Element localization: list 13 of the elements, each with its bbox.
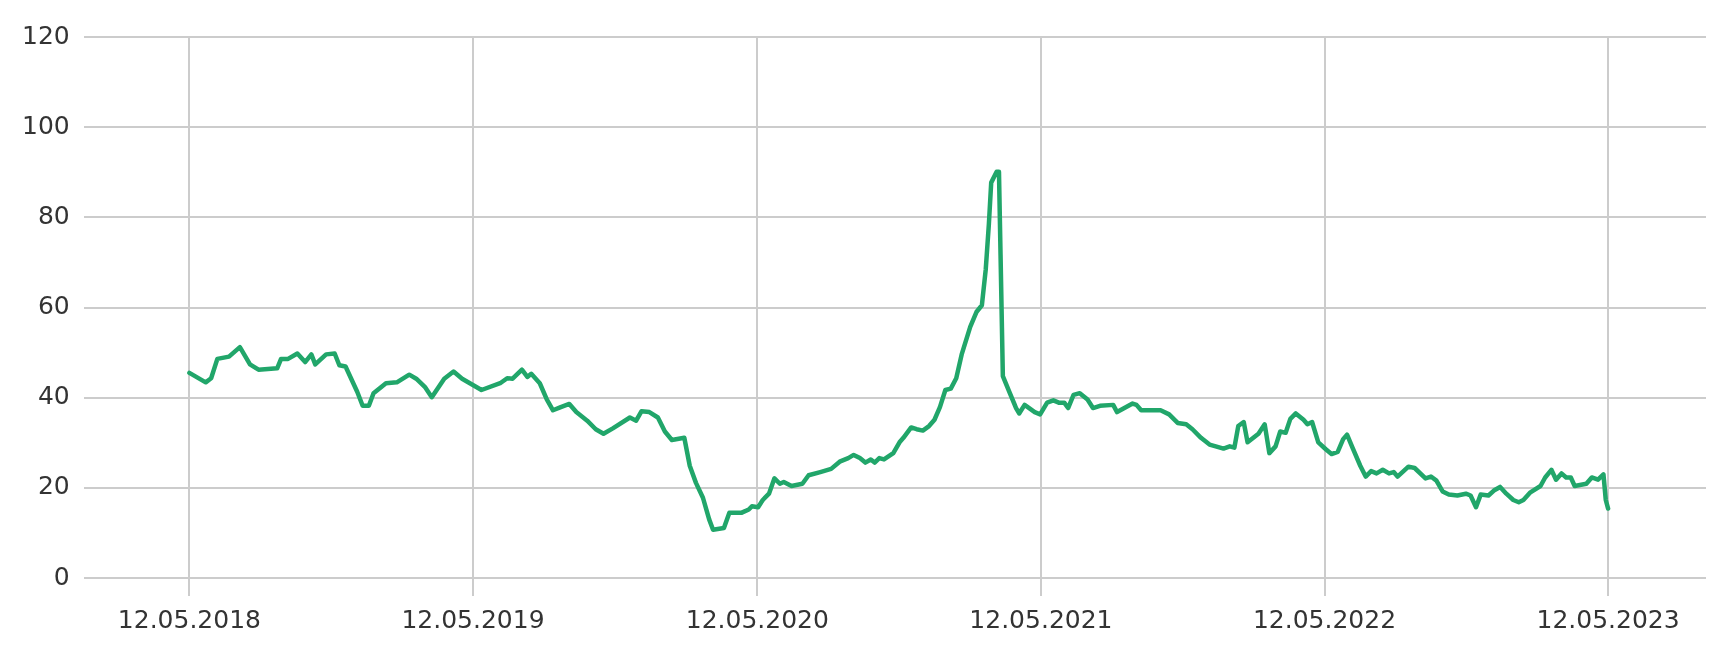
y-tick-label: 60 xyxy=(37,291,70,320)
x-tick-label: 12.05.2020 xyxy=(685,604,829,634)
y-tick-label: 80 xyxy=(37,200,70,230)
y-tick-label: 40 xyxy=(37,381,70,411)
y-tick-label: 100 xyxy=(22,110,70,140)
x-tick-label: 12.05.2022 xyxy=(1252,604,1397,634)
y-tick-label: 120 xyxy=(22,20,70,50)
x-tick-label: 12.05.2018 xyxy=(117,604,261,634)
y-tick-label: 20 xyxy=(37,471,70,501)
x-tick-label: 12.05.2019 xyxy=(401,604,545,634)
x-tick-label: 12.05.2021 xyxy=(969,604,1113,634)
x-tick-label: 12.05.2023 xyxy=(1536,604,1680,634)
y-tick-label: 0 xyxy=(53,561,70,591)
